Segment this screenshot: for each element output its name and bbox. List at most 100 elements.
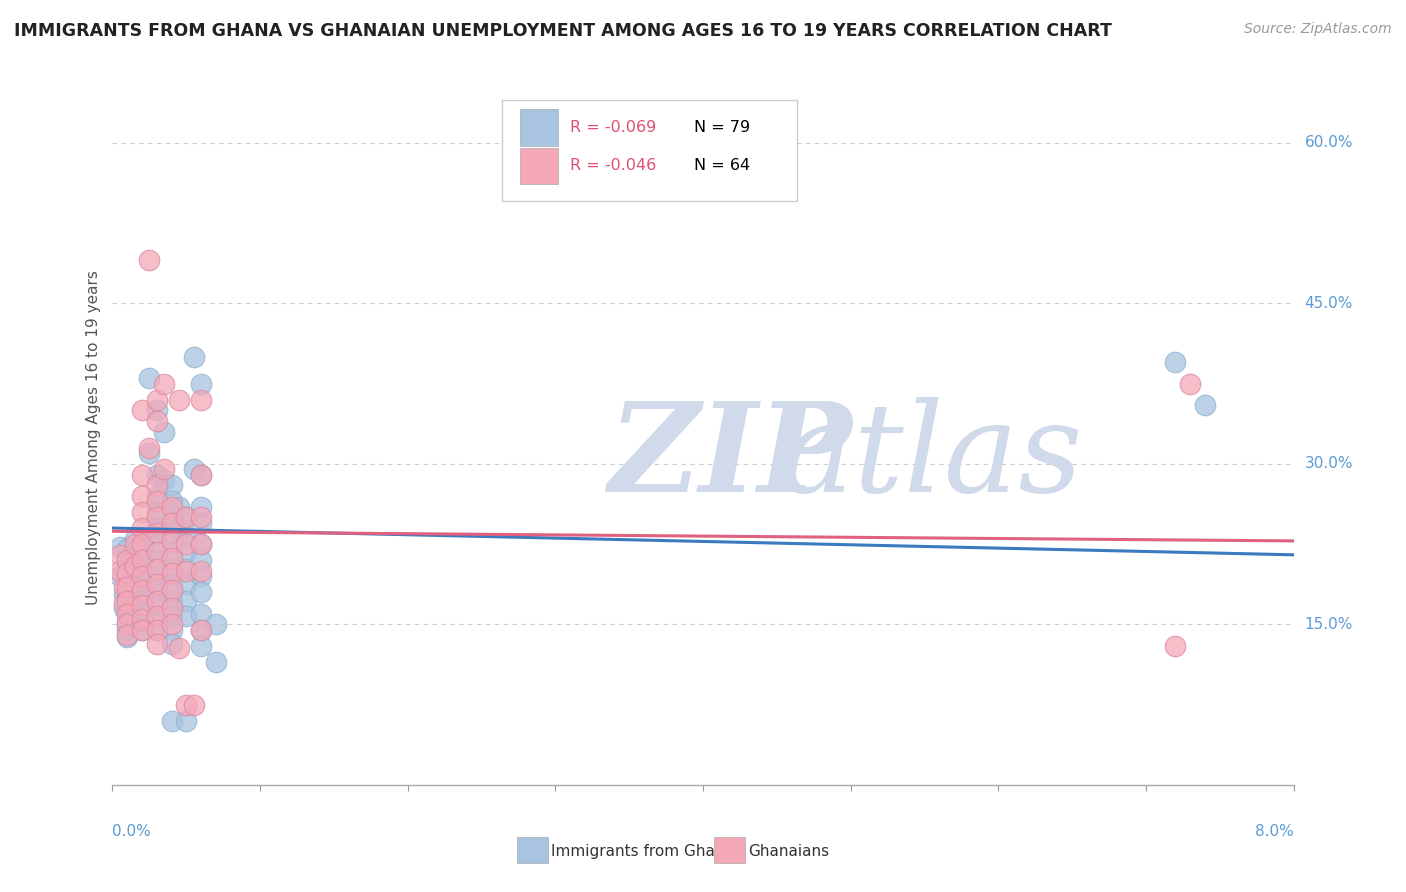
Point: [131, 580, 153, 594]
Point: [160, 510, 183, 524]
Point: [124, 532, 146, 546]
Point: [160, 551, 183, 566]
Point: [160, 576, 183, 591]
Point: [190, 537, 212, 551]
Point: [108, 541, 131, 555]
Point: [124, 564, 146, 578]
Point: [138, 253, 160, 268]
Point: [131, 537, 153, 551]
Point: [1178, 376, 1201, 391]
Point: [174, 608, 197, 623]
FancyBboxPatch shape: [520, 148, 558, 184]
Point: [190, 392, 212, 407]
Text: 45.0%: 45.0%: [1305, 296, 1353, 310]
Point: [146, 583, 169, 598]
Point: [146, 505, 169, 519]
Point: [160, 617, 183, 632]
Point: [160, 544, 183, 558]
Text: Immigrants from Ghana: Immigrants from Ghana: [551, 845, 734, 859]
Point: [1164, 355, 1187, 369]
Point: [174, 510, 197, 524]
Point: [131, 489, 153, 503]
Point: [124, 576, 146, 591]
Point: [190, 376, 212, 391]
Point: [146, 521, 169, 535]
Point: [174, 594, 197, 608]
Point: [160, 494, 183, 508]
Point: [174, 544, 197, 558]
Point: [146, 612, 169, 626]
Point: [160, 500, 183, 514]
Text: ZIP: ZIP: [609, 397, 852, 519]
Point: [146, 510, 169, 524]
Text: 30.0%: 30.0%: [1305, 457, 1353, 471]
Point: [174, 510, 197, 524]
Point: [138, 371, 160, 385]
Point: [160, 566, 183, 580]
Point: [117, 623, 138, 637]
Point: [160, 583, 183, 598]
Point: [108, 569, 131, 583]
Point: [112, 580, 135, 594]
Point: [146, 526, 169, 541]
Point: [131, 623, 153, 637]
Point: [131, 467, 153, 482]
Point: [190, 516, 212, 530]
Point: [160, 608, 183, 623]
Point: [160, 533, 183, 548]
Text: 15.0%: 15.0%: [1305, 617, 1353, 632]
Point: [131, 594, 153, 608]
Point: [160, 478, 183, 492]
Point: [160, 601, 183, 615]
Point: [160, 594, 183, 608]
Point: [131, 598, 153, 612]
Point: [1194, 398, 1216, 412]
Point: [117, 580, 138, 594]
Point: [160, 623, 183, 637]
Point: [117, 628, 138, 642]
Point: [131, 569, 153, 583]
Point: [146, 403, 169, 417]
Point: [124, 537, 146, 551]
Point: [131, 505, 153, 519]
Point: [167, 521, 190, 535]
Point: [124, 558, 146, 573]
Point: [1164, 639, 1187, 653]
Point: [131, 537, 153, 551]
Point: [131, 623, 153, 637]
Point: [160, 516, 183, 530]
Point: [146, 623, 169, 637]
Point: [112, 596, 135, 610]
Point: [112, 601, 135, 615]
Text: R = -0.069: R = -0.069: [569, 120, 655, 135]
Point: [117, 607, 138, 621]
Point: [117, 553, 138, 567]
Point: [190, 623, 212, 637]
Point: [174, 698, 197, 712]
Point: [146, 576, 169, 591]
Text: Source: ZipAtlas.com: Source: ZipAtlas.com: [1244, 22, 1392, 37]
Point: [174, 537, 197, 551]
Point: [190, 639, 212, 653]
Point: [131, 566, 153, 580]
Text: R = -0.046: R = -0.046: [569, 158, 655, 173]
Point: [146, 608, 169, 623]
Point: [108, 564, 131, 578]
Point: [183, 462, 205, 476]
Point: [146, 544, 169, 558]
Point: [190, 564, 212, 578]
Point: [190, 537, 212, 551]
Text: N = 79: N = 79: [693, 120, 749, 135]
Point: [205, 655, 228, 669]
Text: 60.0%: 60.0%: [1305, 136, 1353, 150]
FancyBboxPatch shape: [520, 110, 558, 145]
Point: [167, 392, 190, 407]
Point: [146, 598, 169, 612]
Point: [174, 714, 197, 728]
Text: 0.0%: 0.0%: [112, 824, 152, 838]
Point: [146, 414, 169, 428]
Point: [190, 585, 212, 599]
Point: [146, 478, 169, 492]
Point: [112, 587, 135, 601]
Point: [190, 553, 212, 567]
